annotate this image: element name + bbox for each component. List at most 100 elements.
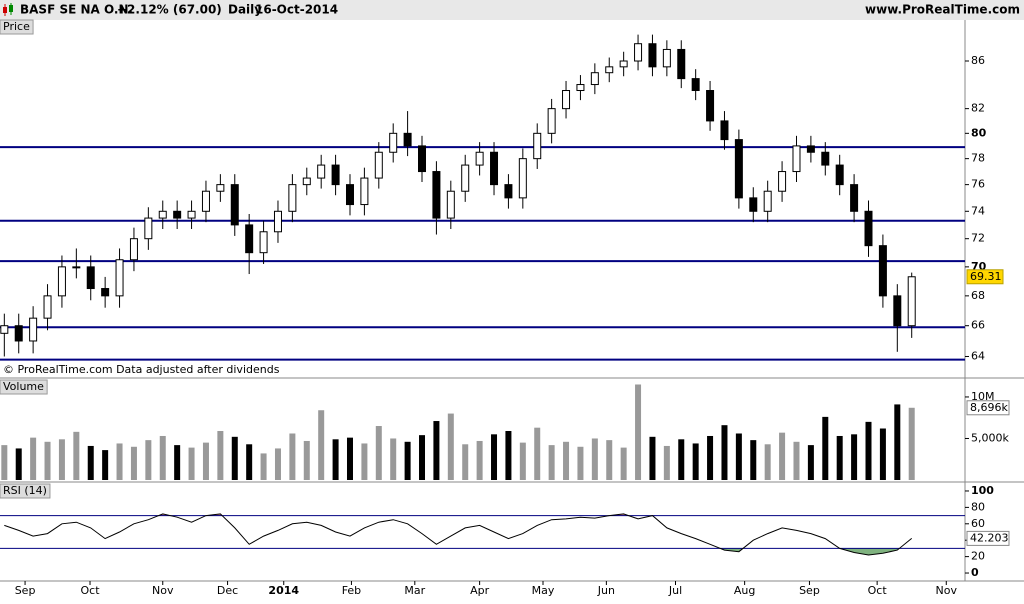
y-tick-label: 64 bbox=[971, 349, 985, 362]
candle-body bbox=[576, 84, 585, 92]
candle-body bbox=[749, 197, 758, 212]
volume-value-label: 8,696k bbox=[970, 401, 1008, 414]
site: www.ProRealTime.com bbox=[865, 3, 1020, 17]
y-tick-label: 72 bbox=[971, 232, 985, 245]
volume-bar bbox=[577, 446, 584, 480]
volume-bar bbox=[30, 437, 37, 480]
volume-bar bbox=[15, 448, 22, 480]
volume-bar bbox=[793, 441, 800, 480]
candle-body bbox=[907, 276, 916, 327]
volume-bar bbox=[202, 442, 209, 480]
app-icon bbox=[3, 3, 13, 16]
change: +2.12% (67.00) bbox=[117, 3, 222, 17]
candle-body bbox=[720, 120, 729, 141]
x-tick-label: Jul bbox=[668, 584, 682, 597]
y-tick-label: 86 bbox=[971, 54, 985, 67]
volume-bar bbox=[217, 431, 224, 480]
volume-bar bbox=[534, 427, 541, 480]
y-tick-label: 20 bbox=[971, 550, 985, 563]
candle-body bbox=[389, 132, 398, 153]
candle-body bbox=[461, 164, 470, 192]
panel-title: Price bbox=[3, 20, 30, 33]
symbol: BASF SE NA O.N. bbox=[20, 3, 133, 17]
x-tick-label: Nov bbox=[936, 584, 958, 597]
candle-body bbox=[562, 90, 571, 110]
candle-body bbox=[331, 164, 340, 186]
candle-body bbox=[893, 295, 902, 327]
y-tick-label: 60 bbox=[971, 517, 985, 530]
y-tick-label: 76 bbox=[971, 178, 985, 191]
volume-bar bbox=[548, 445, 555, 480]
candle-body bbox=[706, 90, 715, 122]
candle-body bbox=[403, 132, 412, 147]
candle-body bbox=[662, 48, 671, 68]
volume-bar bbox=[721, 425, 728, 480]
candle-body bbox=[187, 210, 196, 219]
candle-body bbox=[835, 164, 844, 186]
candle-body bbox=[518, 158, 527, 199]
candle-body bbox=[734, 139, 743, 199]
candle-body bbox=[806, 145, 815, 153]
candle-body bbox=[360, 177, 369, 206]
oversold-fill bbox=[720, 548, 900, 555]
volume-bar bbox=[1, 445, 8, 480]
candle-body bbox=[504, 184, 513, 199]
y-tick-label: 100 bbox=[971, 484, 994, 497]
candle-body bbox=[418, 145, 427, 173]
candle-body bbox=[619, 60, 628, 68]
volume-bar bbox=[707, 435, 714, 480]
volume-bar bbox=[73, 431, 80, 480]
volume-bar bbox=[476, 440, 483, 480]
candle-body bbox=[302, 177, 311, 186]
candle-body bbox=[201, 190, 210, 212]
x-tick-label: Jun bbox=[597, 584, 615, 597]
volume-bar bbox=[836, 435, 843, 480]
y-tick-label: 68 bbox=[971, 289, 985, 302]
volume-bar bbox=[404, 441, 411, 480]
candle-body bbox=[432, 171, 441, 219]
volume-badge bbox=[966, 400, 1010, 416]
volume-bar bbox=[274, 448, 281, 480]
candle-body bbox=[850, 184, 859, 212]
candle-body bbox=[590, 72, 599, 86]
volume-bar bbox=[145, 440, 152, 480]
candle-body bbox=[43, 295, 52, 319]
rsi-value-label: 42.203 bbox=[970, 531, 1009, 544]
volume-bar bbox=[692, 443, 699, 480]
volume-bar bbox=[563, 441, 570, 480]
volume-bar bbox=[879, 428, 886, 480]
candle-body bbox=[0, 325, 9, 334]
candle-body bbox=[475, 151, 484, 166]
volume-bar bbox=[822, 416, 829, 480]
candle-body bbox=[778, 171, 787, 192]
candle-body bbox=[273, 210, 282, 233]
volume-bar bbox=[44, 441, 51, 480]
x-tick-label: Aug bbox=[734, 584, 755, 597]
x-tick-label: Oct bbox=[868, 584, 888, 597]
panel-title: Volume bbox=[3, 380, 44, 393]
candle-body bbox=[677, 48, 686, 80]
candle-body bbox=[115, 259, 124, 297]
volume-bar bbox=[865, 421, 872, 480]
volume-bar bbox=[159, 435, 166, 480]
candle-body bbox=[691, 78, 700, 92]
candle-body bbox=[792, 145, 801, 173]
y-tick-label: 0 bbox=[971, 566, 979, 579]
volume-bar bbox=[260, 453, 267, 480]
panel-title: RSI (14) bbox=[3, 484, 47, 497]
rsi-line bbox=[4, 513, 913, 556]
candle-body bbox=[14, 325, 23, 342]
volume-bar bbox=[851, 434, 858, 480]
candle-body bbox=[72, 266, 81, 269]
rsi-badge bbox=[966, 530, 1010, 546]
last-price-badge bbox=[966, 269, 1004, 285]
candle-body bbox=[648, 43, 657, 68]
y-tick-label: 80 bbox=[971, 500, 985, 513]
x-tick-label: Sep bbox=[15, 584, 36, 597]
candle-body bbox=[129, 238, 138, 261]
candle-body bbox=[230, 184, 239, 226]
candle-body bbox=[216, 184, 225, 192]
volume-bar bbox=[735, 433, 742, 480]
candle-body bbox=[29, 317, 38, 342]
